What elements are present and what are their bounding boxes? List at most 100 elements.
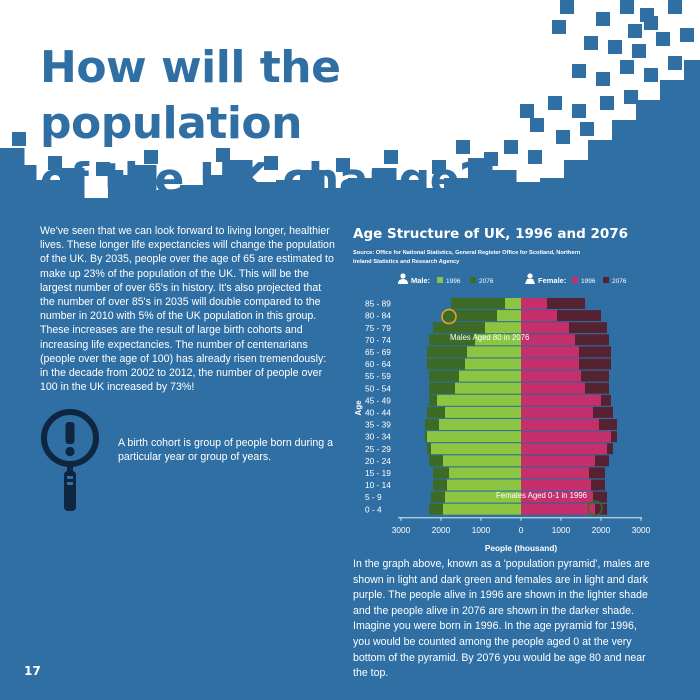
bar-female-1996-30-34 (521, 431, 611, 443)
bar-female-1996-75-79 (521, 322, 569, 334)
mosaic-column (300, 170, 325, 700)
mosaic-column (612, 120, 637, 700)
bar-female-1996-0-4 (521, 503, 595, 515)
mosaic-square (144, 150, 158, 164)
mosaic-square (552, 20, 566, 34)
annotation-marker-males-80 (441, 308, 457, 325)
bar-male-1996-60-64 (465, 358, 521, 370)
mosaic-column (36, 180, 61, 700)
title-line-1: How will the population (40, 42, 341, 149)
age-tick-label: 20 - 24 (365, 456, 391, 466)
mosaic-square (608, 40, 622, 54)
age-tick-label: 80 - 84 (365, 311, 391, 321)
chart-source: Source: Office for National Statistics, … (353, 250, 581, 265)
legend-female-label: Female: (538, 276, 566, 285)
legend-female-1996-label: 1996 (581, 278, 596, 285)
bar-female-1996-70-74 (521, 334, 575, 346)
bar-male-1996-70-74 (475, 334, 521, 346)
mosaic-square (48, 156, 62, 170)
chart-title: Age Structure of UK, 1996 and 2076 (353, 226, 629, 242)
mosaic-square (484, 152, 498, 166)
age-tick-label: 15 - 19 (365, 468, 391, 478)
bar-male-1996-40-44 (445, 406, 521, 418)
mosaic-square (572, 104, 586, 118)
mosaic-square (12, 132, 26, 146)
y-axis-label: Age (354, 400, 363, 416)
annotation-females-0: Females Aged 0-1 in 1996 (496, 491, 587, 500)
mosaic-column (12, 148, 25, 700)
mosaic-square (530, 118, 544, 132)
bar-male-1996-50-54 (455, 382, 521, 394)
mosaic-square (628, 24, 642, 38)
bar-male-1996-10-14 (447, 479, 521, 491)
bar-female-1996-55-59 (521, 370, 581, 382)
mosaic-column (252, 182, 277, 700)
bar-female-2076-85-89 (521, 298, 585, 309)
bar-female-1996-65-69 (521, 346, 579, 358)
mosaic-square (656, 32, 670, 46)
bar-female-1996-10-14 (521, 479, 591, 491)
age-tick-label: 5 - 9 (365, 492, 382, 502)
x-tick-label: 3000 (632, 525, 651, 535)
mosaic-square (580, 122, 594, 136)
legend-swatch-male-2076 (470, 277, 476, 283)
x-tick-label: 0 (519, 525, 524, 535)
mosaic-square (624, 90, 638, 104)
explanation-paragraph: In the graph above, known as a 'populati… (353, 558, 650, 680)
birth-cohort-note: A birth cohort is group of people born d… (118, 437, 333, 464)
mosaic-square (668, 56, 682, 70)
mosaic-column (684, 60, 700, 700)
bar-male-2076-85-89 (451, 298, 521, 309)
age-tick-label: 10 - 14 (365, 480, 391, 490)
mosaic-column (636, 100, 661, 700)
mosaic-square (432, 160, 446, 174)
bar-female-1996-80-84 (521, 310, 557, 322)
bar-male-1996-75-79 (485, 322, 521, 334)
age-tick-label: 45 - 49 (365, 395, 391, 405)
mosaic-square (680, 28, 694, 42)
mosaic-square (680, 90, 694, 104)
age-tick-label: 55 - 59 (365, 371, 391, 381)
mosaic-square (620, 60, 634, 74)
mosaic-square (384, 150, 398, 164)
mosaic-column (180, 185, 205, 700)
title-line-2: of the UK change? (40, 154, 485, 205)
bar-female-1996-50-54 (521, 382, 585, 394)
mosaic-column (108, 175, 133, 700)
mosaic-square (520, 104, 534, 118)
x-tick-label: 1000 (552, 525, 571, 535)
legend-male-label: Male: (411, 276, 430, 285)
mosaic-square (456, 140, 470, 154)
legend-swatch-female-2076 (603, 277, 609, 283)
bar-female-1996-5-9 (521, 491, 593, 503)
bar-male-1996-45-49 (437, 394, 521, 406)
mosaic-square (584, 36, 598, 50)
age-tick-label: 35 - 39 (365, 420, 391, 430)
legend-swatch-female-1996 (572, 277, 578, 283)
mosaic-square (548, 96, 562, 110)
mosaic-square (216, 148, 230, 162)
male-person-icon (398, 273, 408, 284)
mosaic-square (96, 162, 110, 176)
mosaic-square (572, 64, 586, 78)
legend-male-1996-label: 1996 (446, 278, 461, 285)
legend-female-2076-label: 2076 (612, 278, 627, 285)
x-tick-label: 1000 (472, 525, 491, 535)
bar-female-1996-25-29 (521, 443, 607, 455)
mosaic-square (596, 12, 610, 26)
bar-male-1996-20-24 (443, 455, 521, 467)
mosaic-square (644, 68, 658, 82)
mosaic-column (204, 175, 229, 700)
mosaic-square (556, 130, 570, 144)
mosaic-column (396, 180, 421, 700)
age-tick-label: 0 - 4 (365, 504, 382, 514)
age-tick-label: 75 - 79 (365, 323, 391, 333)
bar-male-1996-15-19 (449, 467, 521, 479)
mosaic-column (132, 165, 157, 700)
mosaic-square (620, 0, 634, 14)
magnifying-glass-exclamation-icon (41, 409, 99, 511)
mosaic-square (640, 8, 654, 22)
mosaic-square (632, 44, 646, 58)
age-tick-label: 85 - 89 (365, 299, 391, 309)
